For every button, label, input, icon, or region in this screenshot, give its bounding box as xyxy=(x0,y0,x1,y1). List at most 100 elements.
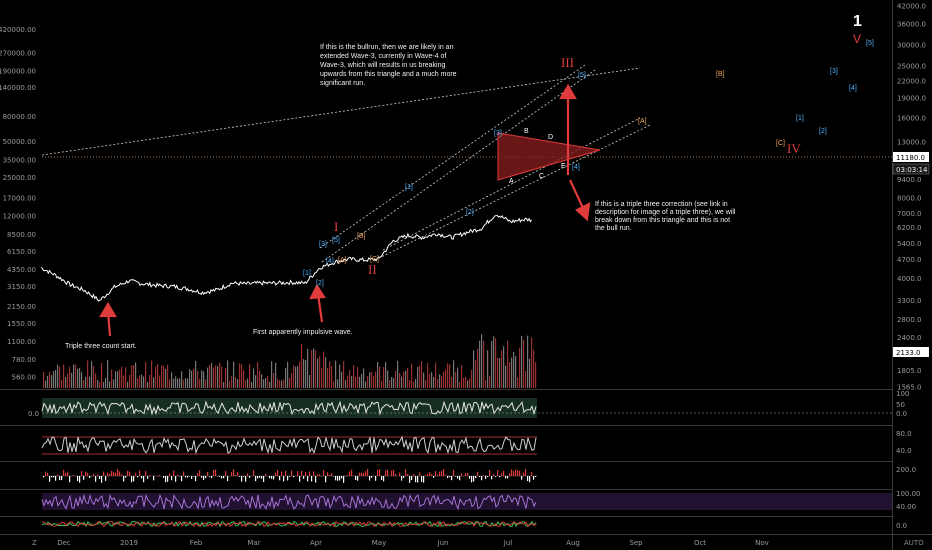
volume-bar xyxy=(503,346,505,388)
volume-bar xyxy=(175,376,177,388)
histogram-bar xyxy=(201,476,203,478)
histogram-bar xyxy=(315,476,317,483)
triangle-pattern[interactable] xyxy=(497,132,601,181)
volume-bar xyxy=(225,367,227,388)
svg-text:C: C xyxy=(539,173,544,180)
volume-bar xyxy=(357,367,359,388)
histogram-bar xyxy=(379,469,381,476)
trend-lines[interactable] xyxy=(41,64,651,263)
histogram-bar xyxy=(115,472,117,476)
histogram-bar xyxy=(467,472,469,476)
volume-bar xyxy=(395,370,397,388)
volume-bar xyxy=(317,358,319,388)
indicator-panel-3 xyxy=(42,469,537,483)
histogram-bar xyxy=(113,471,115,476)
x-tick: Mar xyxy=(247,539,260,547)
svg-text:40.0: 40.0 xyxy=(896,447,912,455)
volume-bar xyxy=(299,361,301,388)
histogram-bar xyxy=(193,476,195,477)
volume-bar xyxy=(237,379,239,388)
svg-text:[C]: [C] xyxy=(776,140,785,147)
histogram-bar xyxy=(131,476,133,483)
histogram-bar xyxy=(381,476,383,480)
zoom-toggle[interactable]: Z xyxy=(32,539,37,547)
volume-bar xyxy=(219,362,221,388)
histogram-bar xyxy=(505,476,507,479)
volume-bar xyxy=(403,371,405,388)
indicator-panel-1 xyxy=(41,398,892,418)
volume-bar xyxy=(71,372,73,388)
volume-bar xyxy=(119,369,121,388)
histogram-bar xyxy=(99,476,101,480)
histogram-bar xyxy=(215,469,217,476)
svg-text:100: 100 xyxy=(896,390,909,398)
x-tick: 2019 xyxy=(120,539,138,547)
histogram-bar xyxy=(269,476,271,479)
volume-bar xyxy=(495,338,497,388)
volume-bars xyxy=(43,334,537,388)
volume-bar xyxy=(361,373,363,388)
histogram-bar xyxy=(277,470,279,476)
histogram-bar xyxy=(493,473,495,476)
volume-bar xyxy=(363,368,365,388)
volume-bar xyxy=(91,361,93,388)
histogram-bar xyxy=(471,476,473,483)
volume-bar xyxy=(271,361,273,388)
volume-bar xyxy=(267,376,269,388)
volume-bar xyxy=(127,381,129,388)
svg-text:[C]: [C] xyxy=(370,256,379,263)
volume-bar xyxy=(375,371,377,388)
histogram-bar xyxy=(107,472,109,476)
volume-bar xyxy=(231,375,233,388)
volume-bar xyxy=(411,363,413,388)
volume-bar xyxy=(321,367,323,388)
histogram-bar xyxy=(329,474,331,476)
y-tick-left: 17000.00 xyxy=(3,194,36,202)
histogram-bar xyxy=(231,472,233,476)
volume-bar xyxy=(425,379,427,388)
histogram-bar xyxy=(105,476,107,481)
histogram-bar xyxy=(79,476,81,483)
svg-text:50: 50 xyxy=(896,401,905,409)
y-tick-left: 50000.00 xyxy=(3,138,36,146)
histogram-bar xyxy=(461,473,463,476)
histogram-bar xyxy=(309,471,311,476)
histogram-bar xyxy=(205,476,207,479)
histogram-bar xyxy=(481,476,483,481)
histogram-bar xyxy=(111,471,113,476)
volume-bar xyxy=(207,367,209,388)
histogram-bar xyxy=(197,473,199,476)
y-tick-right: 42000.0 xyxy=(897,3,926,11)
y-tick-right: 3300.0 xyxy=(897,297,922,305)
volume-bar xyxy=(155,366,157,388)
volume-bar xyxy=(215,365,217,388)
volume-bar xyxy=(413,381,415,388)
histogram-bar xyxy=(305,471,307,476)
histogram-bar xyxy=(225,471,227,476)
volume-bar xyxy=(95,373,97,388)
bear-annotation: If this is a triple three correction (se… xyxy=(595,201,737,232)
histogram-bar xyxy=(125,476,127,478)
histogram-bar xyxy=(431,473,433,476)
volume-bar xyxy=(105,377,107,388)
histogram-bar xyxy=(83,476,85,480)
histogram-bar xyxy=(117,469,119,476)
volume-bar xyxy=(125,367,127,388)
auto-scale-toggle[interactable]: AUTO xyxy=(904,539,924,547)
volume-bar xyxy=(379,366,381,388)
volume-bar xyxy=(405,370,407,388)
y-tick-right: 2800.0 xyxy=(897,316,922,324)
volume-bar xyxy=(185,378,187,388)
y-tick-left: 420000.00 xyxy=(0,26,36,34)
histogram-bar xyxy=(457,476,459,479)
histogram-bar xyxy=(535,476,537,478)
volume-bar xyxy=(269,381,271,388)
volume-bar xyxy=(213,367,215,388)
svg-text:[5]: [5] xyxy=(866,40,874,47)
current-price-badge: 11180.0 xyxy=(893,152,929,162)
volume-bar xyxy=(273,373,275,388)
histogram-bar xyxy=(237,472,239,476)
volume-bar xyxy=(229,380,231,388)
indicator-panel-4 xyxy=(41,493,892,511)
